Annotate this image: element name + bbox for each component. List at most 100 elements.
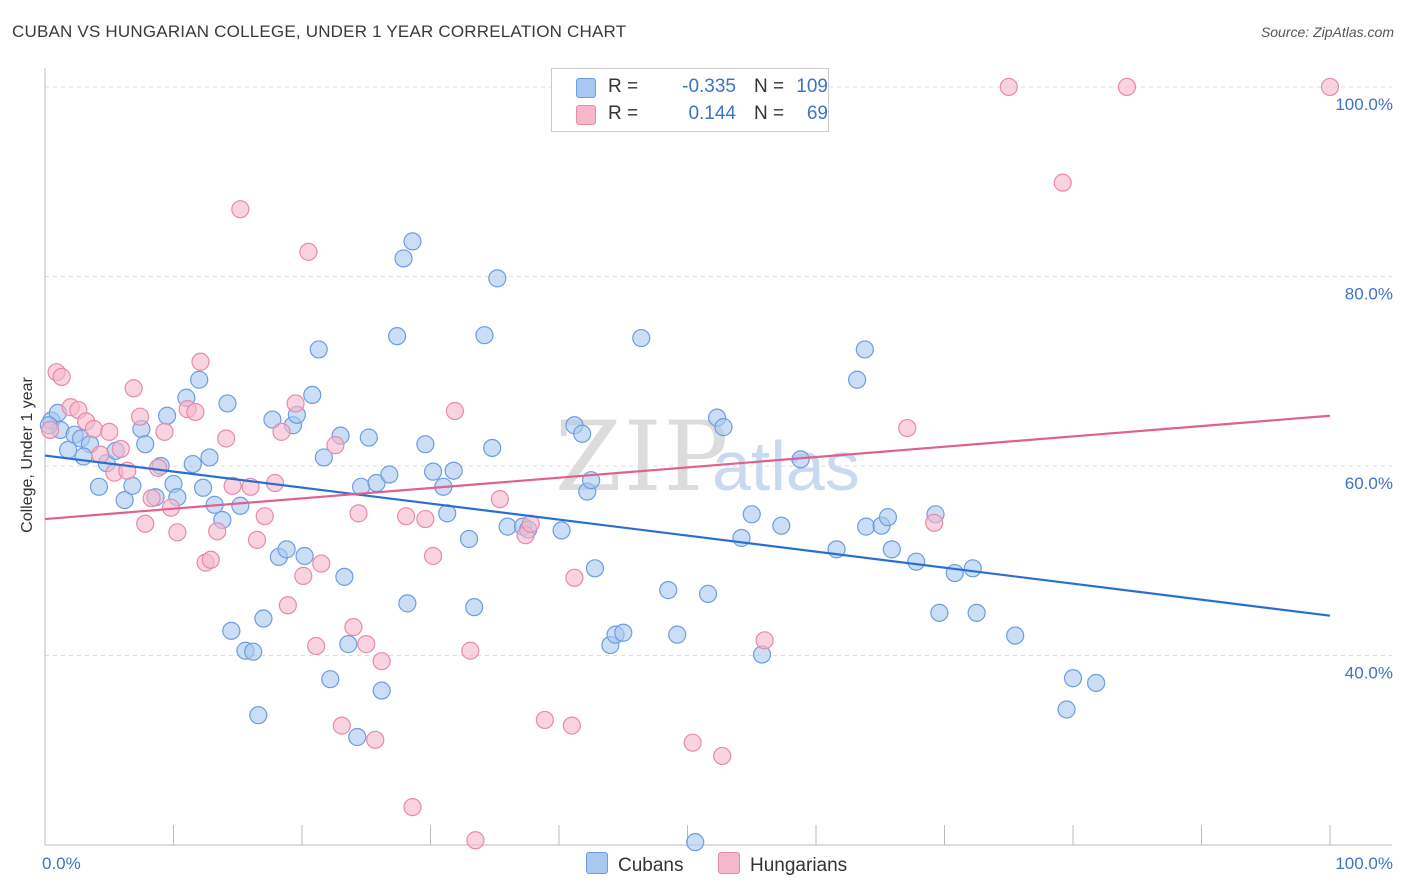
- legend-r-value: 0.144: [688, 103, 736, 124]
- cuban-point: [359, 428, 378, 447]
- cuban-point: [465, 598, 484, 617]
- hungarian-point: [925, 513, 944, 532]
- hungarian-point: [562, 716, 581, 735]
- cuban-point: [772, 516, 791, 535]
- cuban-point: [614, 623, 633, 642]
- hungarian-point: [294, 566, 313, 585]
- stats-legend: R = -0.335 N = 109 R = 0.144 N = 69: [551, 68, 829, 132]
- hungarians-legend-label: Hungarians: [750, 855, 848, 876]
- cuban-point: [573, 424, 592, 443]
- hungarian-point: [713, 746, 732, 766]
- hungarian-point: [565, 568, 584, 587]
- hungarian-point: [1053, 173, 1072, 192]
- hungarian-point: [461, 641, 480, 660]
- legend-r-label: R =: [608, 103, 639, 124]
- hungarian-point: [490, 490, 509, 509]
- hungarian-point: [191, 352, 210, 371]
- cuban-point: [249, 706, 268, 725]
- hungarian-point: [217, 429, 236, 448]
- hungarian-point: [255, 507, 274, 526]
- hungarian-point: [423, 546, 443, 566]
- hungarians-swatch: [576, 105, 596, 125]
- y-tick-label: 40.0%: [1345, 663, 1393, 682]
- cuban-point: [200, 448, 219, 467]
- cuban-point: [193, 478, 213, 497]
- hungarian-point: [999, 77, 1018, 97]
- cuban-point: [459, 529, 479, 549]
- cuban-point: [74, 447, 93, 466]
- cuban-point: [339, 635, 358, 654]
- cuban-point: [444, 461, 463, 480]
- hungarian-point: [52, 367, 71, 387]
- hungarian-point: [755, 631, 774, 650]
- hungarian-point: [416, 509, 435, 529]
- cuban-point: [1063, 669, 1083, 688]
- cuban-point: [498, 517, 517, 536]
- cuban-point: [303, 385, 322, 405]
- hungarian-point: [299, 242, 318, 261]
- legend-n-label: N =: [754, 76, 785, 97]
- hungarian-point: [186, 402, 205, 422]
- hungarian-point: [683, 733, 702, 752]
- hungarians-legend-swatch: [718, 852, 740, 874]
- hungarian-point: [307, 636, 326, 656]
- hungarian-point: [142, 489, 161, 508]
- grid-lines: [45, 86, 1392, 656]
- legend-item-cubans[interactable]: Cubans: [586, 852, 684, 877]
- hungarians-trend-line: [44, 414, 1331, 521]
- cuban-point: [115, 490, 134, 510]
- watermark: ZIP atlas: [555, 401, 860, 513]
- trend-lines: [44, 414, 1331, 617]
- hungarian-point: [223, 476, 242, 495]
- cubans-legend-swatch: [586, 852, 608, 874]
- legend-r-value: -0.335: [682, 76, 736, 97]
- chart-source: Source: ZipAtlas.com: [1260, 24, 1394, 40]
- cubans-legend-label: Cubans: [618, 855, 684, 876]
- hungarian-point: [111, 439, 130, 459]
- hungarian-point: [1117, 77, 1137, 97]
- cuban-point: [380, 465, 399, 484]
- hungarian-point: [272, 422, 291, 441]
- cuban-point: [387, 327, 407, 346]
- hungarian-point: [403, 797, 422, 817]
- hungarian-point: [278, 596, 297, 615]
- hungarian-point: [332, 716, 351, 735]
- cuban-point: [277, 540, 296, 559]
- x-tick-label: 0.0%: [42, 854, 81, 873]
- cuban-point: [668, 625, 687, 644]
- cuban-point: [136, 435, 155, 454]
- cuban-point: [314, 448, 333, 467]
- cuban-point: [89, 477, 109, 496]
- hungarian-point: [130, 407, 150, 426]
- hungarian-point: [155, 422, 174, 441]
- hungarian-point: [201, 550, 220, 569]
- hungarian-point: [372, 652, 391, 671]
- cuban-point: [1057, 700, 1076, 719]
- data-points: [39, 77, 1340, 852]
- legend-n-value: 109: [796, 76, 828, 97]
- legend-item-hungarians[interactable]: Hungarians: [718, 852, 847, 877]
- hungarian-point: [1320, 77, 1340, 97]
- watermark-atlas: atlas: [712, 427, 860, 505]
- cuban-point: [295, 546, 314, 566]
- cuban-point: [123, 476, 142, 495]
- tick-labels: 40.0% 60.0% 80.0% 100.0% 0.0% 100.0%: [42, 95, 1393, 873]
- cuban-point: [855, 340, 874, 359]
- cuban-point: [552, 521, 571, 540]
- cuban-point: [483, 438, 502, 458]
- cuban-point: [488, 269, 507, 288]
- chart-title: CUBAN VS HUNGARIAN COLLEGE, UNDER 1 YEAR…: [12, 22, 627, 41]
- cuban-point: [254, 609, 273, 628]
- hungarian-point: [286, 394, 305, 413]
- hungarian-point: [84, 419, 103, 439]
- hungarian-point: [466, 831, 485, 850]
- hungarian-point: [344, 617, 363, 637]
- legend-n-value: 69: [806, 103, 828, 124]
- cuban-point: [190, 370, 209, 389]
- cuban-point: [309, 340, 328, 359]
- cuban-point: [585, 559, 605, 578]
- hungarian-point: [312, 554, 331, 573]
- cuban-point: [231, 496, 250, 515]
- cuban-point: [907, 552, 926, 571]
- hungarian-point: [247, 530, 267, 549]
